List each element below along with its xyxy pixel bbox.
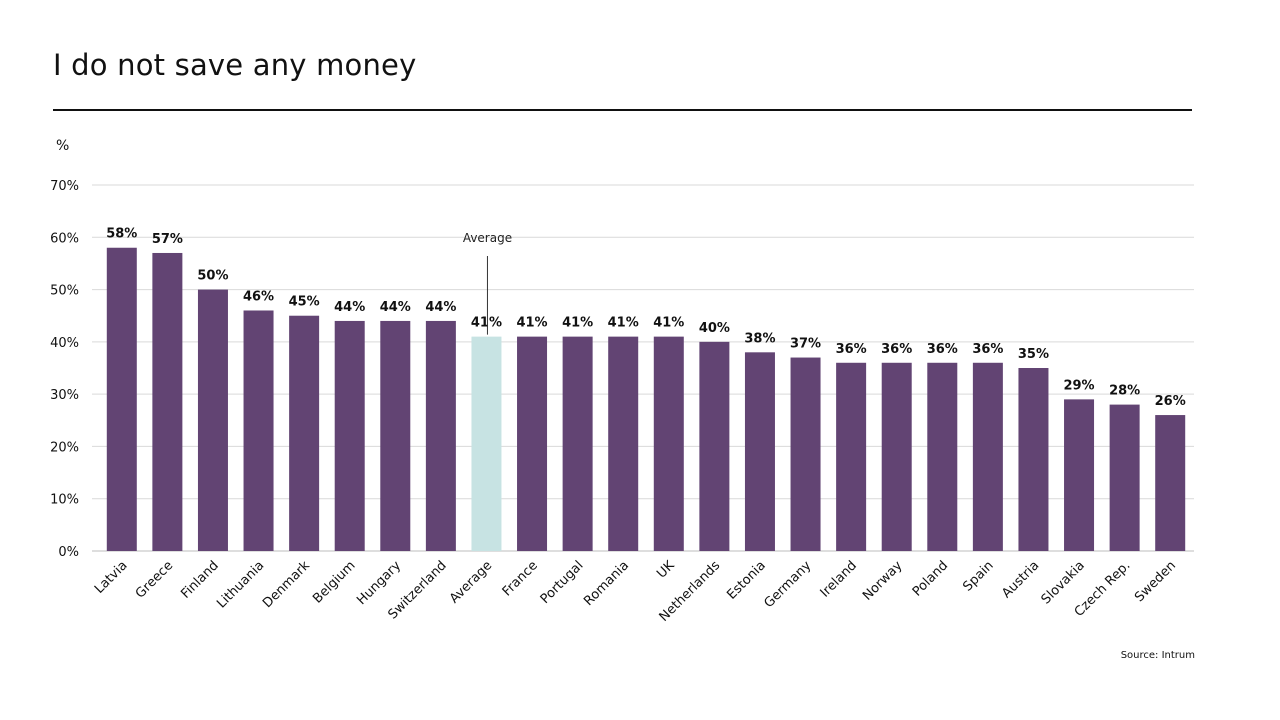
y-tick-label: 60%: [50, 231, 79, 246]
x-tick-label: Norway: [860, 558, 906, 604]
data-label: 36%: [836, 342, 867, 357]
x-tick-label: Ireland: [818, 558, 860, 600]
data-label: 41%: [653, 316, 684, 331]
bar: [106, 247, 137, 551]
y-tick-label: 40%: [50, 336, 79, 351]
bar: [517, 336, 548, 551]
bar: [881, 362, 912, 551]
bar: [927, 362, 958, 551]
data-label: 28%: [1109, 384, 1140, 399]
bar: [836, 362, 867, 551]
data-label: 57%: [152, 232, 183, 247]
x-tick-label: Portugal: [538, 558, 587, 607]
x-tick-label: Estonia: [724, 558, 768, 602]
x-tick-label: Belgium: [310, 558, 358, 606]
bar: [699, 341, 730, 551]
x-tick-label: Denmark: [260, 558, 313, 611]
bar: [243, 310, 274, 551]
data-label: 41%: [608, 316, 639, 331]
data-label: 41%: [471, 316, 502, 331]
title-divider: [53, 109, 1192, 111]
x-tick-label: Finland: [178, 558, 221, 601]
data-label: 41%: [516, 316, 547, 331]
y-tick-label: 70%: [50, 179, 79, 194]
bar: [197, 289, 228, 551]
y-tick-label: 30%: [50, 388, 79, 403]
source-note: Source: Intrum: [1120, 650, 1195, 661]
data-label: 44%: [425, 300, 456, 315]
data-label: 37%: [790, 337, 821, 352]
bar: [380, 320, 411, 551]
y-tick-label: 10%: [50, 493, 79, 508]
data-label: 50%: [197, 269, 228, 284]
bar: [653, 336, 684, 551]
y-tick-label: 0%: [58, 545, 79, 560]
bar: [334, 320, 365, 551]
data-label: 38%: [744, 331, 775, 346]
bar: [289, 315, 320, 551]
bar: [1064, 399, 1095, 551]
bar: [790, 357, 821, 551]
x-tick-label: Poland: [910, 558, 951, 599]
bar: [1109, 404, 1140, 551]
data-label: 36%: [881, 342, 912, 357]
data-label: 41%: [562, 316, 593, 331]
data-label: 58%: [106, 227, 137, 242]
y-axis-unit-label: %: [56, 138, 69, 154]
x-tick-label: UK: [654, 558, 678, 582]
data-label: 26%: [1155, 394, 1186, 409]
x-tick-label: Romania: [581, 558, 632, 609]
x-tick-label: Austria: [999, 558, 1042, 601]
x-tick-label: Latvia: [92, 558, 131, 597]
x-tick-label: Greece: [133, 558, 176, 601]
bar: [425, 320, 456, 551]
bar: [608, 336, 639, 551]
x-tick-label: Germany: [762, 558, 815, 611]
x-tick-label: Sweden: [1132, 558, 1179, 605]
average-annotation-label: Average: [463, 231, 512, 245]
bar: [1155, 415, 1186, 551]
x-tick-label: France: [500, 558, 541, 599]
bar: [744, 352, 775, 551]
bar-average: [471, 336, 502, 551]
data-label: 35%: [1018, 347, 1049, 362]
data-label: 44%: [380, 300, 411, 315]
y-tick-label: 20%: [50, 440, 79, 455]
data-label: 45%: [289, 295, 320, 310]
bar: [562, 336, 593, 551]
y-tick-label: 50%: [50, 284, 79, 299]
data-label: 36%: [927, 342, 958, 357]
x-tick-label: Average: [447, 558, 495, 606]
data-label: 46%: [243, 289, 274, 304]
data-label: 36%: [972, 342, 1003, 357]
data-label: 40%: [699, 321, 730, 336]
bar: [1018, 368, 1049, 551]
data-label: 29%: [1063, 378, 1094, 393]
bar: [152, 252, 183, 551]
bar: [972, 362, 1003, 551]
x-tick-label: Lithuania: [214, 558, 267, 611]
chart-title: I do not save any money: [53, 48, 417, 82]
data-label: 44%: [334, 300, 365, 315]
x-tick-label: Spain: [960, 558, 996, 594]
